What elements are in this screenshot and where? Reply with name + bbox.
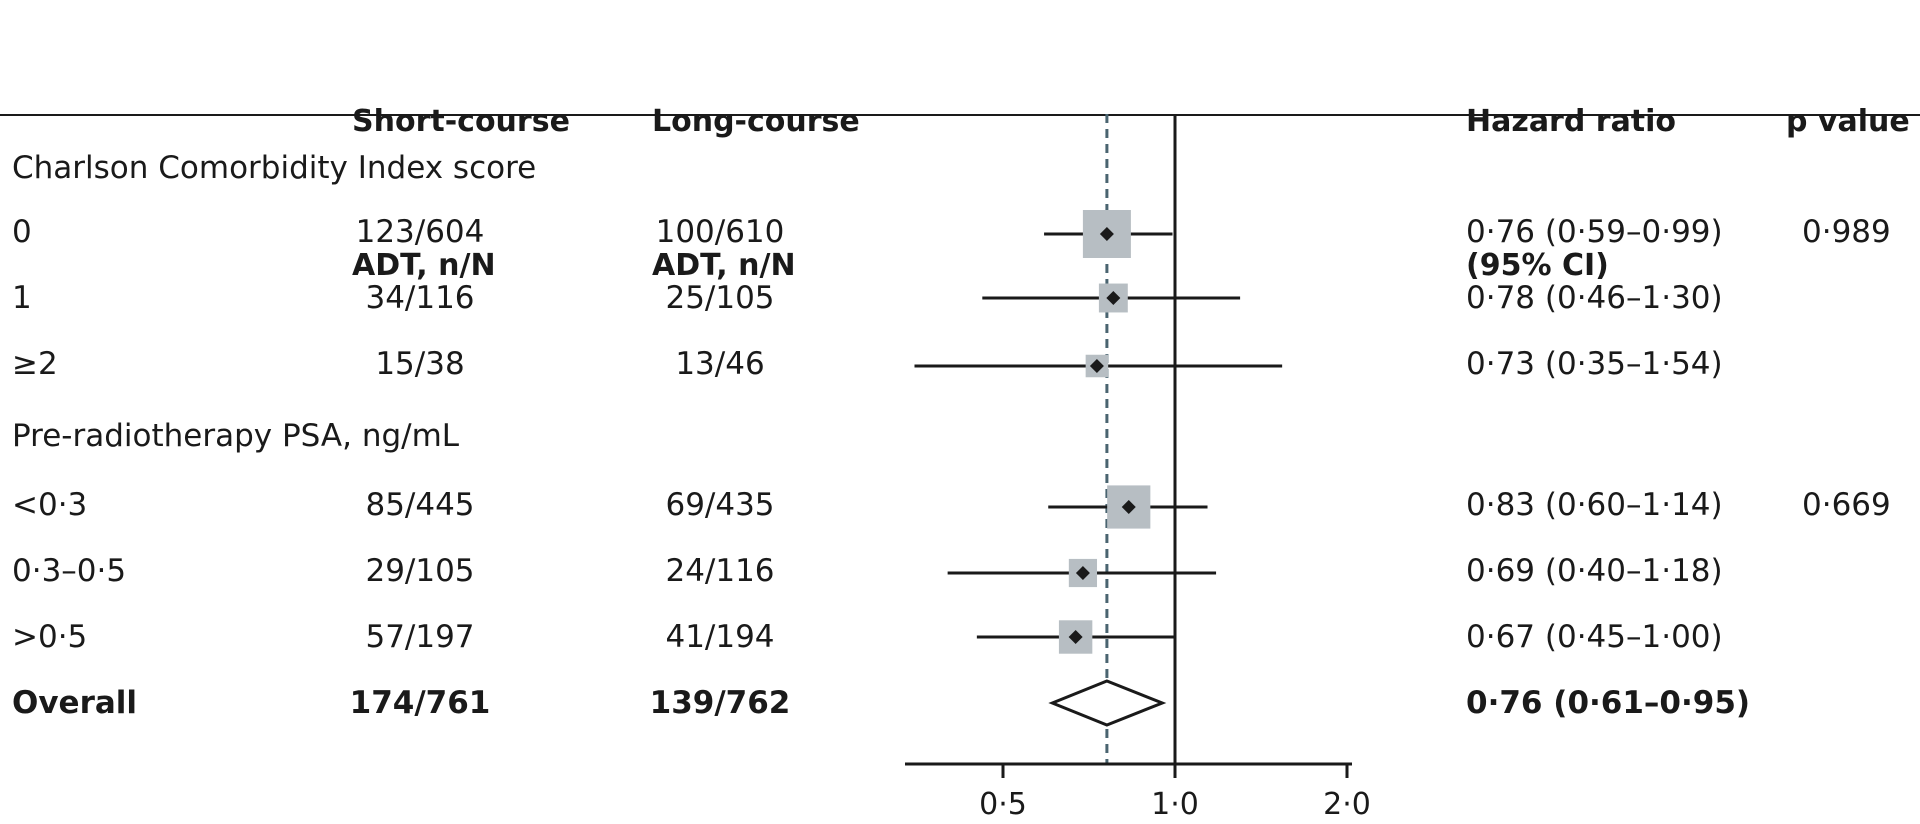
row-hr: 0·67 (0·45–1·00) bbox=[1466, 619, 1723, 655]
row-label: 0 bbox=[12, 214, 32, 250]
row-long: 25/105 bbox=[665, 280, 775, 316]
row-pvalue: 0·989 bbox=[1802, 214, 1891, 250]
point-estimate bbox=[1106, 291, 1121, 305]
overall-short: 174/761 bbox=[349, 685, 491, 721]
section-charlson: Charlson Comorbidity Index score bbox=[12, 150, 537, 186]
header-long-line2: ADT, n/N bbox=[652, 248, 796, 283]
overall-hr: 0·76 (0·61–0·95) bbox=[1466, 685, 1751, 721]
row-hr: 0·78 (0·46–1·30) bbox=[1466, 280, 1723, 316]
header-pvalue-text: p value bbox=[1786, 104, 1910, 139]
row-short: 123/604 bbox=[355, 214, 485, 250]
row-short: 15/38 bbox=[375, 346, 465, 382]
row-short: 34/116 bbox=[365, 280, 475, 316]
header-long-line1: Long-course bbox=[652, 104, 860, 139]
point-estimate bbox=[1068, 630, 1083, 644]
row-label: <0·3 bbox=[12, 487, 88, 523]
row-label: ≥2 bbox=[12, 346, 58, 382]
row-long: 100/610 bbox=[655, 214, 785, 250]
point-estimate bbox=[1075, 566, 1090, 580]
header-long-course: Long-course ADT, n/N bbox=[652, 2, 860, 338]
point-estimate bbox=[1099, 227, 1114, 241]
row-long: 69/435 bbox=[665, 487, 775, 523]
header-short-course: Short-course ADT, n/N bbox=[352, 2, 570, 338]
overall-label: Overall bbox=[12, 685, 138, 721]
row-hr: 0·76 (0·59–0·99) bbox=[1466, 214, 1723, 250]
row-long: 24/116 bbox=[665, 553, 775, 589]
row-label: 1 bbox=[12, 280, 32, 316]
x-tick-label: 0·5 bbox=[979, 787, 1027, 822]
row-pvalue: 0·669 bbox=[1802, 487, 1891, 523]
section-psa: Pre-radiotherapy PSA, ng/mL bbox=[12, 418, 460, 454]
row-long: 41/194 bbox=[665, 619, 775, 655]
row-label: 0·3–0·5 bbox=[12, 553, 127, 589]
header-hazard-ratio: Hazard ratio (95% CI) bbox=[1466, 2, 1676, 338]
row-hr: 0·73 (0·35–1·54) bbox=[1466, 346, 1723, 382]
point-estimate bbox=[1121, 500, 1136, 514]
header-hr-line2: (95% CI) bbox=[1466, 248, 1609, 283]
row-short: 29/105 bbox=[365, 553, 475, 589]
row-label: >0·5 bbox=[12, 619, 88, 655]
header-hr-line1: Hazard ratio bbox=[1466, 104, 1677, 139]
overall-diamond bbox=[1048, 679, 1167, 727]
header-short-line1: Short-course bbox=[352, 104, 570, 139]
header-pvalue: p value bbox=[1786, 2, 1910, 194]
overall-long: 139/762 bbox=[649, 685, 791, 721]
header-rule bbox=[0, 114, 1920, 116]
row-hr: 0·69 (0·40–1·18) bbox=[1466, 553, 1723, 589]
row-long: 13/46 bbox=[675, 346, 765, 382]
point-estimate bbox=[1089, 359, 1104, 373]
x-tick-label: 1·0 bbox=[1151, 787, 1199, 822]
row-short: 57/197 bbox=[365, 619, 475, 655]
header-short-line2: ADT, n/N bbox=[352, 248, 496, 283]
x-tick-label: 2·0 bbox=[1323, 787, 1371, 822]
row-hr: 0·83 (0·60–1·14) bbox=[1466, 487, 1723, 523]
row-short: 85/445 bbox=[365, 487, 475, 523]
